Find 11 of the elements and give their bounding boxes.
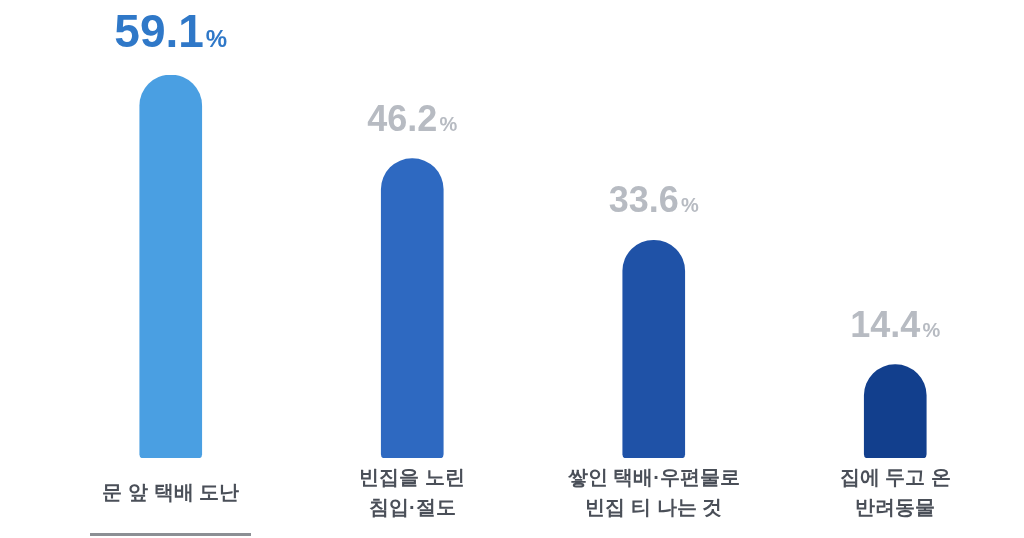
x-tick-label: 집에 두고 온 반려동물 xyxy=(839,465,951,518)
bar xyxy=(139,75,203,458)
bar xyxy=(380,158,444,458)
x-tick-label: 쌓인 택배·우편물로 빈집 티 나는 것 xyxy=(567,465,740,518)
x-tick-label: 빈집을 노린 침입·절도 xyxy=(359,465,466,518)
data-label: 14.4% xyxy=(850,303,941,345)
data-label: 46.2% xyxy=(367,97,458,139)
data-label: 59.1% xyxy=(114,5,228,57)
bar xyxy=(622,239,686,458)
data-label: 33.6% xyxy=(608,179,699,221)
x-tick-label: 문 앞 택배 도난 xyxy=(102,480,240,503)
